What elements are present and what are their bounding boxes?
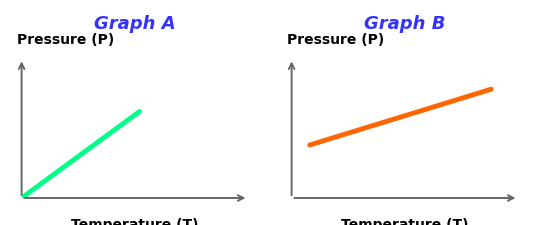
Text: Graph B: Graph B — [364, 15, 445, 33]
Text: Temperature (T): Temperature (T) — [71, 218, 199, 225]
Text: Pressure (P): Pressure (P) — [287, 33, 384, 47]
Text: Temperature (T): Temperature (T) — [341, 218, 469, 225]
Text: Pressure (P): Pressure (P) — [17, 33, 114, 47]
Text: Graph A: Graph A — [94, 15, 176, 33]
